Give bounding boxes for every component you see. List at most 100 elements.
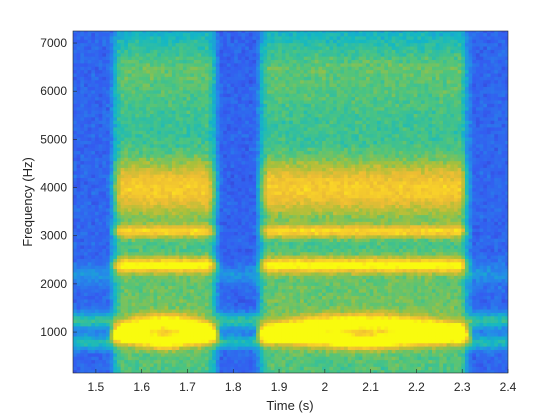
heatmap-cell (109, 211, 114, 216)
heatmap-cell (179, 113, 184, 118)
heatmap-cell (197, 204, 202, 209)
heatmap-cell (146, 56, 151, 61)
heatmap-cell (127, 258, 133, 263)
heatmap-cell (164, 130, 169, 135)
heatmap-cell (164, 184, 169, 189)
heatmap-cell (226, 106, 232, 111)
heatmap-cell (157, 369, 162, 373)
heatmap-cell (234, 325, 239, 330)
heatmap-cell (135, 170, 140, 175)
heatmap-cell (73, 42, 78, 47)
heatmap-cell (175, 39, 180, 44)
heatmap-cell (80, 79, 85, 84)
heatmap-cell (237, 349, 243, 354)
heatmap-cell (138, 302, 144, 307)
heatmap-cell (153, 83, 158, 87)
heatmap-cell (113, 258, 118, 263)
heatmap-cell (237, 52, 243, 57)
heatmap-cell (102, 251, 107, 256)
heatmap-cell (168, 285, 173, 290)
heatmap-cell (131, 278, 136, 283)
heatmap-cell (135, 224, 140, 229)
heatmap-cell (142, 214, 147, 219)
heatmap-cell (215, 244, 221, 249)
heatmap-cell (138, 52, 144, 57)
heatmap-cell (201, 251, 206, 256)
heatmap-cell (219, 153, 224, 158)
heatmap-cell (109, 292, 114, 297)
heatmap-cell (179, 56, 184, 61)
heatmap-cell (124, 143, 129, 148)
heatmap-cell (219, 275, 224, 280)
heatmap-cell (146, 254, 151, 259)
heatmap-cell (208, 180, 213, 185)
heatmap-cell (234, 201, 239, 206)
heatmap-cell (135, 110, 140, 114)
heatmap-cell (146, 153, 151, 158)
heatmap-cell (234, 332, 239, 337)
heatmap-cell (182, 163, 188, 168)
heatmap-cell (160, 45, 166, 50)
heatmap-cell (105, 89, 111, 94)
heatmap-cell (113, 254, 118, 259)
heatmap-cell (83, 190, 89, 195)
heatmap-cell (179, 163, 184, 168)
heatmap-cell (223, 42, 228, 47)
heatmap-cell (208, 349, 213, 354)
heatmap-cell (182, 261, 188, 266)
heatmap-cell (131, 332, 136, 337)
heatmap-cell (197, 285, 202, 290)
heatmap-cell (157, 197, 162, 202)
heatmap-cell (142, 130, 147, 135)
heatmap-cell (204, 174, 210, 179)
heatmap-cell (245, 89, 250, 94)
heatmap-cell (98, 120, 103, 125)
heatmap-cell (98, 133, 103, 138)
heatmap-cell (212, 288, 217, 293)
heatmap-cell (109, 258, 114, 263)
heatmap-cell (186, 31, 191, 34)
heatmap-cell (219, 325, 224, 330)
heatmap-cell (131, 133, 136, 138)
heatmap-cell (215, 130, 221, 135)
heatmap-cell (135, 271, 140, 276)
heatmap-cell (94, 190, 100, 195)
heatmap-cell (171, 295, 177, 300)
heatmap-cell (94, 103, 100, 108)
heatmap-cell (109, 180, 114, 185)
heatmap-cell (157, 59, 162, 64)
heatmap-cell (83, 35, 89, 40)
heatmap-cell (83, 369, 89, 373)
heatmap-cell (197, 170, 202, 175)
heatmap-cell (146, 147, 151, 152)
heatmap-cell (135, 346, 140, 350)
heatmap-cell (98, 86, 103, 91)
heatmap-cell (87, 143, 92, 148)
heatmap-cell (138, 35, 144, 40)
heatmap-cell (73, 113, 78, 118)
heatmap-cell (120, 302, 125, 307)
heatmap-cell (241, 187, 246, 192)
heatmap-cell (94, 96, 100, 101)
heatmap-cell (127, 356, 133, 361)
heatmap-cell (237, 285, 243, 290)
heatmap-cell (138, 116, 144, 121)
heatmap-cell (204, 356, 210, 361)
heatmap-cell (226, 147, 232, 152)
heatmap-cell (171, 231, 177, 236)
heatmap-cell (105, 42, 111, 47)
heatmap-cell (73, 126, 78, 131)
heatmap-cell (157, 207, 162, 212)
heatmap-cell (226, 113, 232, 118)
heatmap-cell (102, 42, 107, 47)
heatmap-cell (94, 248, 100, 253)
heatmap-cell (98, 285, 103, 290)
heatmap-cell (153, 35, 158, 40)
heatmap-cell (76, 147, 81, 152)
heatmap-cell (76, 298, 81, 303)
heatmap-cell (241, 312, 246, 317)
heatmap-cell (171, 116, 177, 121)
heatmap-cell (80, 339, 85, 344)
heatmap-cell (73, 45, 78, 50)
heatmap-cell (212, 99, 217, 104)
